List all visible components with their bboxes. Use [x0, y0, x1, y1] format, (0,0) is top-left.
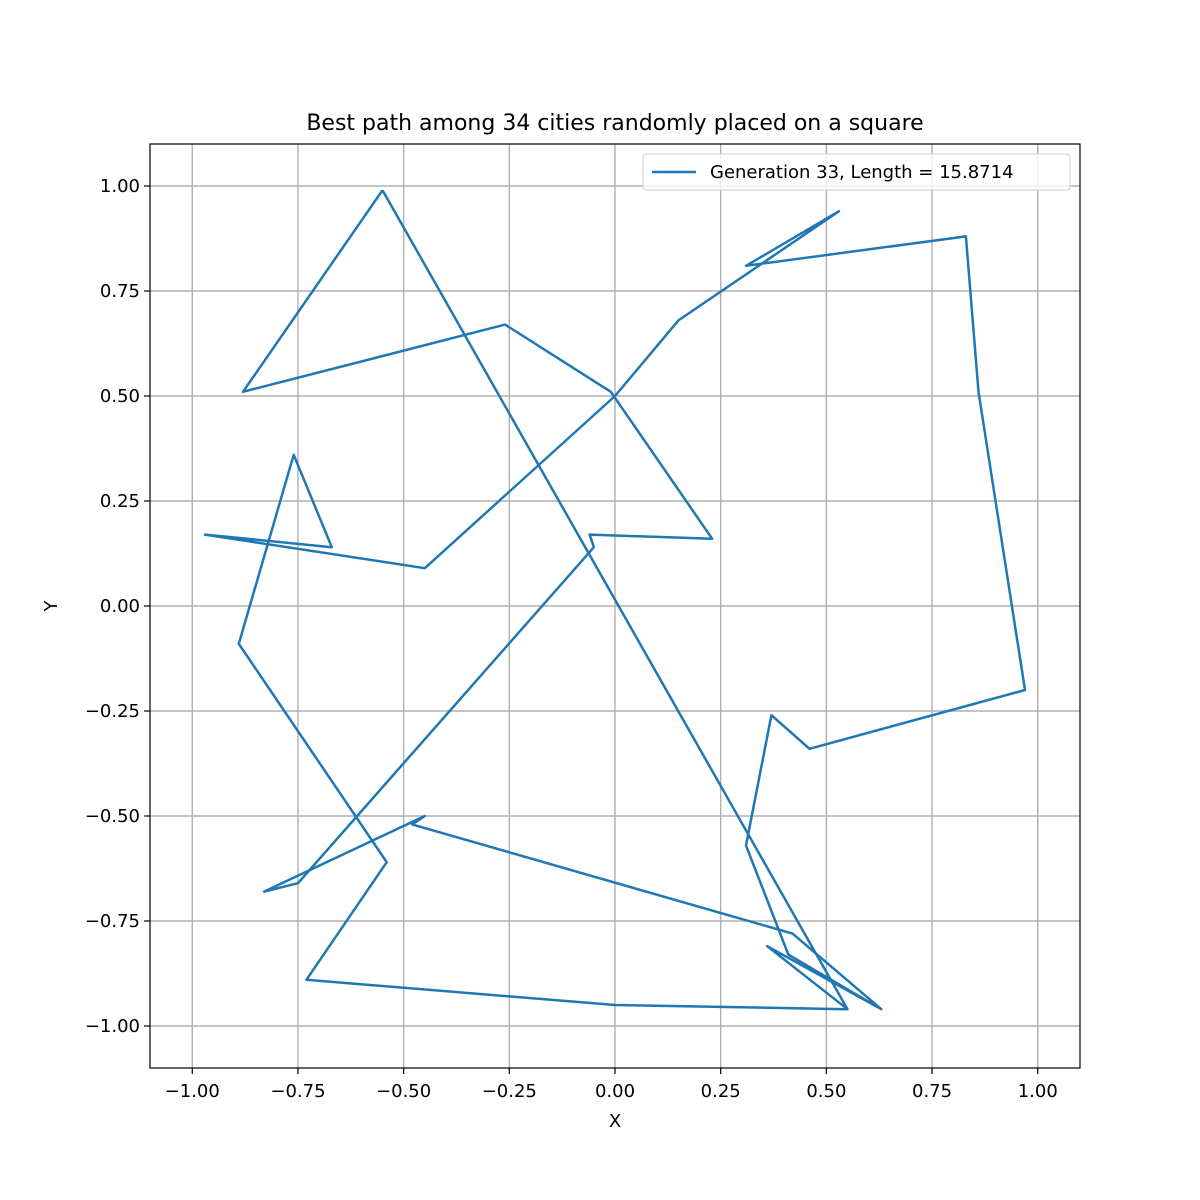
y-axis-label: Y [41, 600, 62, 613]
y-tick: 0.50 [100, 386, 150, 407]
y-tick: 0.00 [100, 596, 150, 617]
x-tick: −0.50 [376, 1068, 431, 1102]
x-tick-label: −0.50 [376, 1081, 431, 1102]
x-tick-label: 0.50 [806, 1081, 846, 1102]
y-tick-label: 0.00 [100, 596, 140, 617]
x-tick: −0.25 [482, 1068, 537, 1102]
legend: Generation 33, Length = 15.8714 [642, 153, 1071, 191]
y-tick: −1.00 [85, 1016, 150, 1037]
y-tick-label: 0.50 [100, 386, 140, 407]
x-tick-label: −1.00 [165, 1081, 220, 1102]
chart-title: Best path among 34 cities randomly place… [306, 111, 923, 136]
y-tick-label: −0.25 [85, 701, 140, 722]
legend-frame [642, 153, 1071, 191]
x-axis-label: X [609, 1111, 621, 1132]
x-tick-label: 0.75 [912, 1081, 952, 1102]
ticks: −1.00 −0.75 −0.50 −0.25 0.00 0.25 0.50 0.75 1.00… [85, 176, 1058, 1102]
y-tick-label: 0.75 [100, 281, 140, 302]
grid-lines [150, 144, 1080, 1068]
y-tick: −0.25 [85, 701, 150, 722]
y-tick: −0.50 [85, 806, 150, 827]
x-tick: 0.50 [806, 1068, 846, 1102]
x-tick-label: 0.00 [595, 1081, 635, 1102]
x-tick: −0.75 [270, 1068, 326, 1102]
tour-path-line [203, 189, 1027, 1011]
x-tick: −1.00 [165, 1068, 220, 1102]
y-tick-label: 1.00 [100, 176, 140, 197]
x-tick: 0.00 [595, 1068, 635, 1102]
x-tick-label: 0.25 [701, 1081, 741, 1102]
y-tick-label: −1.00 [85, 1016, 140, 1037]
legend-entry-label: Generation 33, Length = 15.8714 [710, 162, 1014, 183]
x-tick: 0.75 [912, 1068, 952, 1102]
y-tick-label: −0.75 [85, 911, 140, 932]
y-tick-label: −0.50 [85, 806, 140, 827]
y-tick: −0.75 [85, 911, 150, 932]
x-tick-label: −0.25 [482, 1081, 537, 1102]
path-layer [203, 189, 1027, 1011]
x-tick-label: −0.75 [270, 1081, 325, 1102]
y-tick: 0.75 [100, 281, 150, 302]
y-tick: 1.00 [100, 176, 150, 197]
x-tick: 0.25 [701, 1068, 741, 1102]
x-tick: 1.00 [1018, 1068, 1058, 1102]
x-tick-label: 1.00 [1018, 1081, 1058, 1102]
y-tick: 0.25 [100, 491, 150, 512]
y-tick-label: 0.25 [100, 491, 140, 512]
